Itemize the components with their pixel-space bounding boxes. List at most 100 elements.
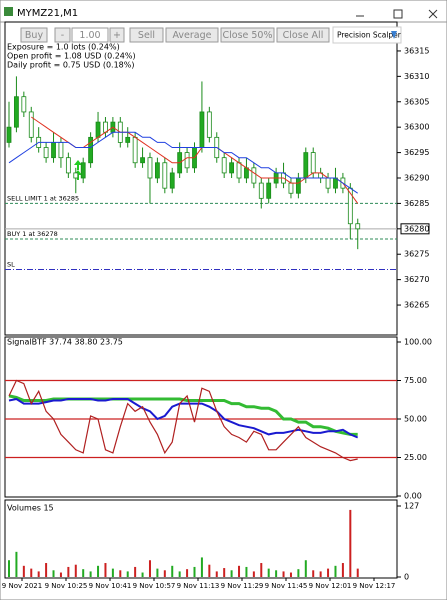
- candle-body: [162, 162, 168, 189]
- candle-body: [236, 162, 242, 179]
- candle-body: [258, 182, 264, 199]
- minus-button[interactable]: [54, 27, 71, 43]
- volume-bar: [45, 563, 48, 577]
- candle-body: [95, 121, 101, 138]
- moving-average: [31, 116, 359, 204]
- volume-bar: [215, 571, 218, 577]
- volume-bar: [67, 566, 70, 577]
- candle-body: [355, 223, 361, 230]
- candle-body: [21, 96, 27, 113]
- volume-bar: [252, 571, 255, 577]
- y-tick-label: 36295: [404, 148, 429, 157]
- volume-bar: [163, 570, 166, 577]
- order-label: BUY 1 at 36278: [7, 230, 58, 238]
- indicator-line: [8, 379, 358, 462]
- y-tick-label: 36305: [404, 97, 429, 106]
- y-tick-label: 36275: [404, 250, 429, 259]
- candle-body: [206, 111, 212, 138]
- brand-label: Precision Scalper: [337, 31, 402, 40]
- y-tick-label: 75.00: [404, 376, 427, 385]
- plus-button[interactable]: [109, 27, 125, 43]
- candle-body: [251, 167, 257, 184]
- y-tick-label: 36280: [404, 224, 429, 233]
- average-label: Average: [172, 30, 211, 41]
- y-tick-label: 127: [404, 502, 419, 511]
- lots-input[interactable]: [71, 27, 109, 43]
- volume-bar: [126, 571, 129, 577]
- candle-body: [58, 142, 64, 159]
- order-label: SELL LIMIT 1 at 36285: [7, 194, 79, 202]
- x-tick-label: 9 Nov 11:45: [265, 582, 308, 590]
- y-tick-label: 50.00: [404, 415, 427, 424]
- candle-body: [73, 172, 79, 179]
- volume-bar: [104, 563, 107, 577]
- sell-button[interactable]: [129, 27, 164, 43]
- candle-body: [288, 182, 294, 194]
- volume-bar: [156, 568, 159, 577]
- volume-bar: [319, 571, 322, 577]
- volume-label: Volumes 15: [7, 504, 54, 513]
- volume-bar: [193, 566, 196, 577]
- close-all-button[interactable]: [276, 27, 330, 43]
- candle-body: [43, 147, 49, 159]
- volume-bar: [59, 572, 62, 577]
- volume-bar: [297, 569, 300, 577]
- volume-bar: [178, 571, 181, 577]
- plus-label: +: [113, 30, 121, 41]
- volume-bar: [30, 568, 33, 577]
- candle-body: [28, 111, 34, 138]
- volume-bar: [245, 566, 248, 577]
- y-tick-label: 36290: [404, 174, 429, 183]
- window-title: MYMZ21,M1: [17, 8, 78, 19]
- average-button[interactable]: [165, 27, 219, 43]
- volume-bar: [15, 551, 18, 577]
- candle-body: [140, 157, 145, 164]
- candle-body: [14, 96, 19, 128]
- y-tick-label: 36285: [404, 199, 429, 208]
- candle-body: [199, 111, 205, 148]
- close-half-button[interactable]: [220, 27, 275, 43]
- volume-bar: [267, 568, 270, 577]
- volume-bar: [312, 570, 315, 577]
- x-tick-label: 9 Nov 11:13: [177, 582, 220, 590]
- x-tick-label: 9 Nov 10:25: [45, 582, 88, 590]
- buy-button[interactable]: [20, 27, 48, 43]
- brand-box: [332, 26, 402, 44]
- volume-bar: [97, 565, 100, 577]
- x-tick-label: 9 Nov 10:41: [89, 582, 132, 590]
- y-tick-label: 36310: [404, 72, 429, 81]
- lots-value: 1.00: [79, 30, 100, 41]
- x-tick-label: 9 Nov 12:01: [309, 582, 352, 590]
- y-tick-label: 36270: [404, 275, 429, 284]
- indicator-label: SignalBTF 37.74 38.80 23.75: [7, 338, 123, 347]
- volume-bar: [327, 568, 330, 577]
- order-label: SL: [7, 260, 15, 268]
- volume-bar: [208, 564, 211, 577]
- candle-body: [325, 177, 331, 189]
- volume-bar: [52, 570, 55, 577]
- moving-average: [8, 131, 358, 194]
- y-tick-label: 36315: [404, 46, 429, 55]
- volume-bar: [223, 568, 226, 577]
- volume-bar: [230, 570, 233, 577]
- volume-bar: [22, 565, 25, 577]
- candle-body: [88, 136, 94, 164]
- candle-body: [169, 172, 175, 189]
- window-controls[interactable]: [356, 9, 438, 19]
- candle-body: [125, 136, 131, 143]
- chart-icon: [4, 7, 13, 16]
- candle-body: [303, 152, 309, 179]
- volume-bar: [186, 569, 189, 577]
- volume-bar: [134, 566, 137, 577]
- y-tick-label: 100.00: [404, 338, 432, 347]
- candle-body: [295, 177, 301, 194]
- candle-body: [147, 157, 153, 179]
- candle-body: [51, 142, 56, 159]
- candle-body: [6, 126, 12, 143]
- info-line: Daily profit = 0.75 USD (0.18%): [7, 61, 134, 70]
- y-tick-label: 0: [404, 573, 409, 582]
- x-tick-label: 9 Nov 2021: [2, 582, 42, 590]
- close-all-label: Close All: [283, 30, 324, 41]
- candle-body: [184, 152, 190, 169]
